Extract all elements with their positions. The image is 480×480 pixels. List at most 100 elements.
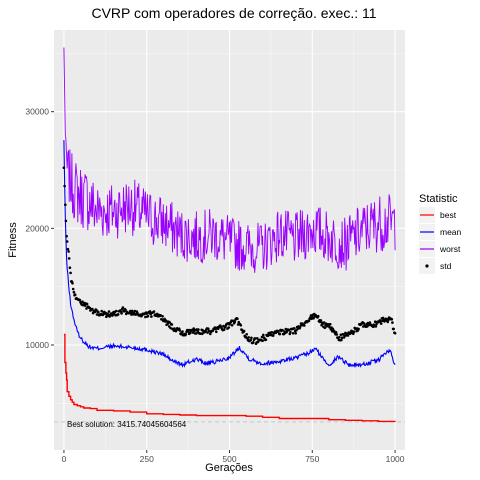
- std-point: [368, 321, 372, 324]
- std-point: [159, 314, 162, 317]
- std-point: [264, 338, 268, 342]
- std-point: [362, 322, 366, 325]
- std-point: [207, 327, 210, 331]
- series-std-points: [62, 166, 397, 346]
- std-point: [97, 310, 100, 314]
- std-point: [270, 331, 274, 334]
- series-layer: [62, 47, 397, 423]
- std-point: [222, 328, 226, 331]
- std-point: [115, 309, 118, 313]
- std-point: [146, 314, 150, 318]
- std-point: [72, 290, 76, 294]
- std-point: [379, 320, 382, 323]
- std-point: [71, 282, 74, 285]
- std-point: [236, 317, 239, 321]
- std-point: [215, 330, 218, 334]
- std-point: [101, 313, 105, 317]
- legend-label: worst: [439, 244, 461, 254]
- std-point: [338, 336, 341, 339]
- legend: Statistic best mean worst std: [419, 193, 462, 274]
- std-point: [379, 322, 383, 325]
- x-tick-label: 250: [140, 454, 154, 464]
- std-point: [250, 336, 253, 340]
- std-point: [254, 337, 257, 340]
- std-point: [111, 314, 114, 317]
- std-point: [168, 321, 172, 324]
- y-tick-label: 10000: [25, 340, 49, 350]
- std-point: [144, 315, 147, 319]
- std-point: [237, 320, 241, 324]
- std-point: [289, 330, 292, 334]
- std-point: [255, 337, 259, 340]
- std-point: [267, 333, 271, 337]
- std-point: [107, 310, 111, 313]
- std-point: [357, 327, 360, 331]
- x-axis: 0 250 500 750 1000: [62, 450, 405, 464]
- std-point: [197, 328, 200, 331]
- std-point: [262, 333, 265, 337]
- std-point: [100, 309, 103, 313]
- std-point: [334, 331, 338, 334]
- std-point: [277, 330, 280, 333]
- std-point: [116, 313, 120, 316]
- chart-title: CVRP com operadores de correção. exec.: …: [91, 5, 376, 21]
- std-point: [323, 326, 327, 330]
- x-tick-label: 500: [222, 454, 236, 464]
- series-mean-line: [63, 140, 396, 368]
- legend-label: std: [440, 261, 452, 271]
- std-point: [375, 322, 378, 326]
- std-point: [307, 319, 311, 323]
- std-point: [287, 328, 291, 332]
- std-point: [316, 314, 320, 318]
- std-point: [391, 321, 394, 324]
- std-point: [78, 298, 82, 302]
- std-point: [91, 307, 94, 311]
- x-tick-label: 750: [305, 454, 319, 464]
- std-point: [381, 316, 385, 320]
- std-point: [373, 320, 377, 324]
- std-point: [252, 341, 255, 344]
- std-point: [85, 307, 88, 310]
- std-point: [88, 306, 92, 310]
- std-point: [73, 293, 77, 297]
- std-point: [83, 304, 87, 307]
- std-point: [281, 328, 284, 332]
- x-tick-label: 0: [62, 454, 67, 464]
- std-point: [148, 310, 152, 313]
- std-point: [130, 313, 133, 316]
- std-point: [278, 332, 282, 336]
- std-point: [340, 338, 343, 342]
- std-point: [195, 332, 198, 335]
- std-point: [64, 219, 68, 223]
- y-axis-title: Fitness: [7, 222, 19, 258]
- std-point: [374, 325, 378, 328]
- std-point: [393, 332, 397, 335]
- std-point: [120, 312, 123, 315]
- std-point: [133, 309, 137, 313]
- std-point: [189, 331, 192, 335]
- std-point: [81, 300, 84, 304]
- series-worst-line: [63, 47, 396, 273]
- y-axis: 10000 20000 30000: [25, 107, 54, 350]
- std-point: [161, 315, 164, 318]
- std-point: [65, 240, 69, 243]
- std-point: [178, 329, 182, 332]
- x-axis-title: Gerações: [205, 462, 253, 474]
- std-point: [64, 203, 67, 206]
- y-tick-label: 20000: [25, 223, 49, 233]
- std-point: [85, 302, 89, 306]
- x-tick-label: 1000: [386, 454, 405, 464]
- std-point: [294, 332, 298, 335]
- std-point: [247, 336, 250, 339]
- std-point: [184, 333, 188, 336]
- std-point: [352, 332, 355, 336]
- std-point: [335, 333, 339, 336]
- std-point: [191, 331, 195, 334]
- std-point: [328, 325, 331, 329]
- best-solution-annotation: Best solution: 3415.74045604564: [67, 420, 187, 429]
- std-point: [67, 250, 70, 253]
- std-point: [67, 257, 71, 260]
- std-point: [271, 334, 275, 337]
- std-point: [145, 312, 148, 315]
